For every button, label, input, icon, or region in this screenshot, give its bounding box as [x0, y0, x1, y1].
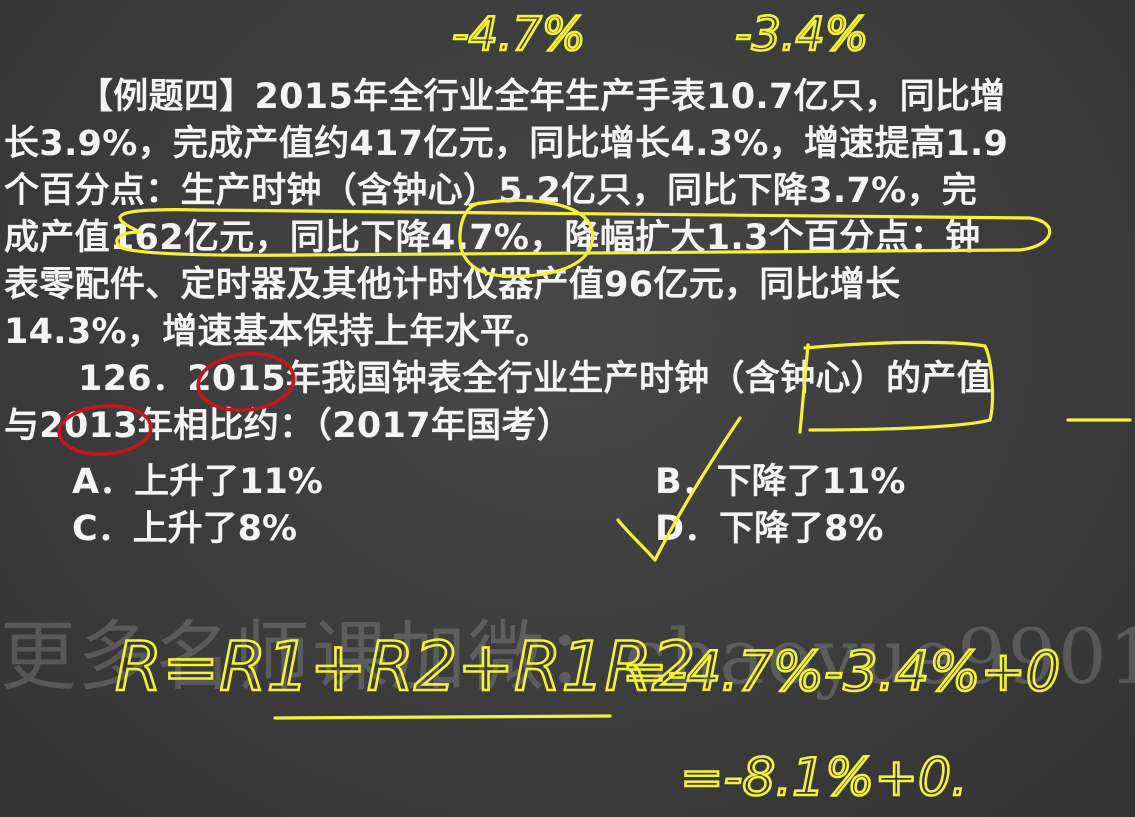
option-c: C．上升了8%: [72, 509, 298, 549]
yellow-circle-4-7: [458, 198, 595, 278]
question-line-1: 126．2015年我国钟表全行业生产时钟（含钟心）的产值: [78, 359, 992, 399]
red-circle-2013: [57, 404, 153, 456]
option-b: B．下降了11%: [655, 462, 906, 502]
option-d: D．下降了8%: [655, 509, 884, 549]
annotation-top-right: -3.4%: [735, 7, 868, 61]
question-line-2: 与2013年相比约：（2017年国考）: [4, 406, 573, 446]
yellow-box-hanzhongxin: [798, 340, 995, 434]
formula-result: =-8.1%+0.: [680, 748, 968, 808]
passage-line-1: 【例题四】2015年全行业全年生产手表10.7亿只，同比增: [78, 77, 1006, 117]
annotation-top-left: -4.7%: [452, 7, 585, 61]
red-circle-2015: [196, 351, 296, 413]
formula-rhs: =-4.7%-3.4%+0: [622, 640, 1060, 703]
watermark-text: 更多名师课加微：chaoyue9901: [0, 612, 1135, 701]
option-a: A．上升了11%: [72, 462, 323, 502]
formula-underline: [273, 714, 612, 720]
passage-line-3: 个百分点：生产时钟（含钟心）5.2亿只，同比下降3.7%，完: [4, 171, 978, 211]
yellow-loop-highlight: [115, 208, 1052, 257]
passage-line-6: 14.3%，增速基本保持上年水平。: [4, 312, 551, 352]
formula-lhs: R=R1+R2+R1R2: [115, 628, 695, 707]
checkmark-icon: [616, 416, 742, 562]
passage-line-2: 长3.9%，完成产值约417亿元，同比增长4.3%，增速提高1.9: [4, 124, 1009, 164]
passage-line-5: 表零配件、定时器及其他计时仪器产值96亿元，同比增长: [4, 265, 901, 305]
